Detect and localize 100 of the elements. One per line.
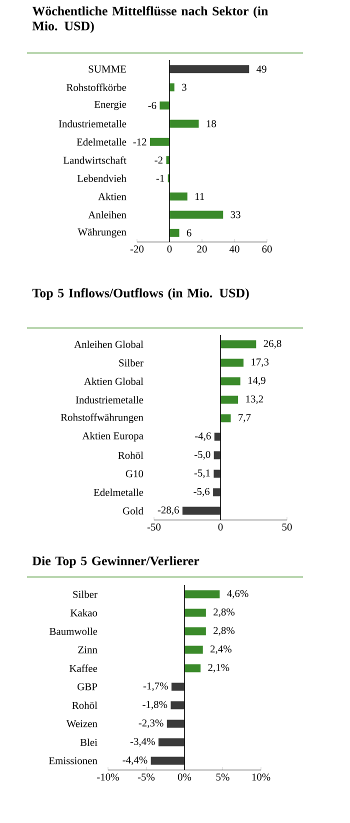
- bar: [170, 210, 224, 219]
- x-tick-label: 40: [229, 246, 240, 253]
- data-label: 13,2: [246, 395, 263, 404]
- y-tick-label: GBP: [78, 683, 98, 690]
- y-tick-label: Aktien Global: [84, 378, 144, 385]
- y-tick-label: Lebendvieh: [77, 174, 126, 182]
- data-label: -5,0: [194, 450, 210, 460]
- y-tick-label: Rohstoffwährungen: [60, 413, 144, 424]
- data-label: -2: [154, 156, 162, 164]
- y-tick-label: SUMME: [88, 66, 126, 73]
- bar: [160, 101, 170, 110]
- data-label: -4,6: [195, 432, 211, 442]
- data-label: 17,3: [252, 358, 269, 368]
- data-label: 49: [256, 66, 266, 73]
- data-label: -5,6: [194, 488, 210, 497]
- x-tick-label: 20: [197, 246, 207, 253]
- data-label: 3: [182, 84, 186, 91]
- chart-title: Wöchentliche Mittelflüsse nach Sektor (in Mio. USD): [32, 6, 268, 33]
- bar: [184, 664, 201, 672]
- x-tick-label: -20: [130, 246, 144, 253]
- bar: [171, 682, 184, 691]
- y-tick-label: Landwirtschaft: [63, 156, 126, 164]
- y-tick-label: Kaffee: [70, 664, 98, 672]
- data-label: -1,8%: [142, 700, 168, 710]
- bar: [220, 377, 240, 386]
- bar: [214, 470, 221, 478]
- bar: [170, 65, 250, 74]
- bar: [213, 488, 221, 496]
- y-tick-label: Kakao: [70, 609, 98, 616]
- y-tick-label: Industriemetalle: [76, 396, 144, 404]
- y-tick-label: Emissionen: [48, 757, 98, 764]
- y-tick-label: Blei: [80, 738, 98, 746]
- bar: [170, 228, 180, 237]
- bar: [170, 120, 199, 128]
- bar: [170, 701, 184, 710]
- data-label: -2,3%: [138, 719, 164, 728]
- y-tick-label: Zinn: [78, 646, 98, 654]
- data-label: 33: [230, 211, 240, 218]
- data-label: 2,1%: [208, 664, 230, 673]
- y-tick-label: Silber: [73, 590, 98, 598]
- data-label: -6: [148, 102, 156, 110]
- data-label: -4,4%: [122, 756, 148, 766]
- data-label: 2,4%: [210, 645, 232, 654]
- data-label: 4,6%: [227, 590, 248, 599]
- x-tick-label: -10%: [97, 774, 119, 781]
- data-label: 2,8%: [214, 626, 235, 636]
- bar: [166, 720, 184, 728]
- bar: [220, 340, 256, 348]
- data-label: -1: [156, 174, 164, 182]
- bar: [158, 738, 184, 746]
- data-label: -12: [133, 138, 146, 146]
- bar: [184, 590, 220, 598]
- y-tick-label: Weizen: [66, 720, 98, 728]
- y-tick-label: Edelmetalle: [76, 138, 126, 146]
- y-tick-label: Rohstoffkörbe: [66, 84, 126, 92]
- bar: [220, 414, 231, 422]
- y-tick-label: Gold: [122, 507, 144, 514]
- x-tick-label: 0%: [178, 774, 192, 781]
- y-tick-label: Währungen: [78, 228, 126, 238]
- bar: [214, 432, 221, 441]
- x-tick-label: 60: [262, 246, 272, 253]
- data-label: 7,7: [238, 414, 251, 422]
- bar: [184, 608, 206, 617]
- bar: [220, 358, 244, 367]
- bar: [170, 83, 174, 92]
- data-label: -5,1: [194, 469, 210, 478]
- bar: [150, 138, 170, 146]
- data-label: 26,8: [264, 340, 282, 349]
- data-label: 18: [206, 120, 216, 128]
- y-tick-label: Rohöl: [118, 452, 144, 459]
- data-label: 6: [186, 229, 192, 236]
- y-tick-label: G10: [126, 470, 144, 478]
- bar: [170, 192, 188, 200]
- y-tick-label: Energie: [94, 100, 126, 110]
- bar: [220, 396, 238, 404]
- x-tick-label: -50: [147, 524, 161, 531]
- data-label: 14,9: [248, 376, 266, 386]
- data-label: 11: [195, 193, 204, 200]
- y-tick-label: Aktien: [98, 192, 126, 200]
- y-tick-label: Industriemetalle: [58, 120, 126, 128]
- x-tick-label: -5%: [138, 774, 155, 781]
- bar: [182, 506, 221, 515]
- x-tick-label: 50: [282, 524, 292, 531]
- x-tick-label: 10%: [252, 774, 270, 781]
- data-label: 2,8%: [214, 608, 235, 618]
- y-tick-label: Rohöl: [72, 702, 98, 709]
- data-label: -1,7%: [143, 682, 168, 692]
- y-tick-label: Aktien Europa: [82, 432, 144, 442]
- data-label: -28,6: [158, 506, 179, 516]
- chart-title: Top 5 Inflows/Outflows (in Mio. USD): [32, 288, 249, 300]
- x-tick-label: 0: [218, 524, 223, 531]
- y-tick-label: Anleihen Global: [74, 340, 144, 348]
- y-tick-label: Edelmetalle: [94, 488, 144, 496]
- data-label: -3,4%: [130, 738, 155, 747]
- bar: [184, 627, 206, 636]
- y-tick-label: Baumwolle: [50, 628, 98, 635]
- y-tick-label: Anleihen: [88, 211, 126, 218]
- y-tick-label: Silber: [119, 359, 144, 366]
- x-tick-label: 0: [167, 246, 172, 253]
- bar: [184, 646, 203, 654]
